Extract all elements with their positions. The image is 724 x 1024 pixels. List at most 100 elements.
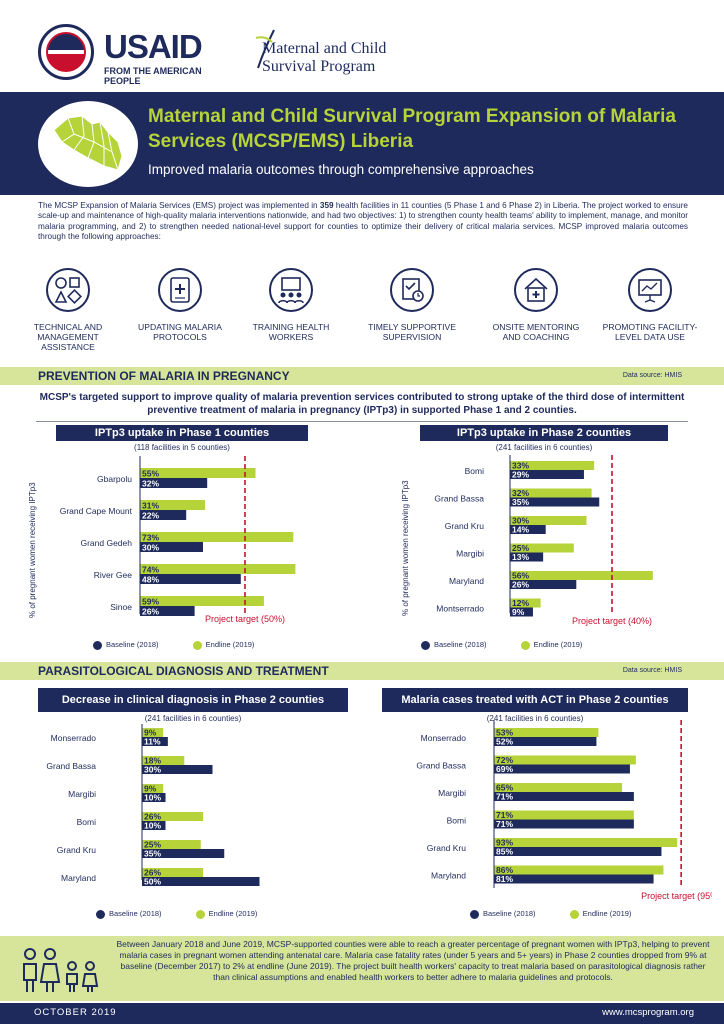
bar-endline — [494, 865, 664, 875]
approach-supervision: TIMELY SUPPORTIVE SUPERVISION — [362, 268, 462, 342]
bar-baseline — [494, 819, 634, 829]
bar-label-baseline: 85% — [496, 847, 513, 857]
bar-label-endline: 72% — [496, 755, 513, 765]
bar-baseline — [140, 478, 208, 488]
bar-label-endline: 53% — [496, 728, 513, 738]
chart2-ylabel: % of pregnant women receiving IPTp3 — [401, 480, 410, 616]
bar-label-endline: 65% — [496, 783, 513, 793]
bar-endline — [510, 488, 592, 498]
chart2-title: IPTp3 uptake in Phase 2 counties — [420, 425, 668, 441]
bar-label-endline: 26% — [144, 812, 161, 822]
bar-baseline — [510, 470, 584, 479]
category-label: Maryland — [61, 873, 96, 883]
bar-endline — [142, 784, 164, 793]
category-label: Sinoe — [110, 602, 132, 612]
liberia-map-icon — [38, 101, 138, 187]
bar-baseline — [510, 525, 546, 534]
mcsp-name-line1: Maternal and Child — [262, 40, 387, 57]
category-label: Maryland — [449, 576, 484, 586]
bar-label-baseline: 32% — [142, 479, 159, 489]
chart3-title: Decrease in clinical diagnosis in Phase … — [38, 688, 348, 712]
category-label: Grand Kru — [57, 845, 96, 855]
bar-baseline — [142, 849, 225, 858]
bar-endline — [140, 596, 264, 606]
bar-baseline — [510, 580, 577, 589]
bar-endline — [142, 756, 185, 765]
bar-baseline — [494, 792, 634, 801]
summary-box — [0, 936, 724, 1001]
category-label: Bomi — [465, 466, 484, 476]
section-header-diagnosis: PARASITOLOGICAL DIAGNOSIS AND TREATMENT … — [0, 662, 724, 680]
chart4-act-treatment: Monserrado 53%52% Grand Bassa 72%69% Margibi… — [416, 720, 712, 901]
data-source: Data source: HMIS — [622, 372, 682, 379]
bar-label-endline: 32% — [512, 488, 529, 498]
bar-baseline — [142, 877, 260, 886]
legend-endline: Endline (2019) — [195, 909, 257, 919]
bar-label-endline: 71% — [496, 810, 513, 820]
bar-label-baseline: 69% — [496, 764, 513, 774]
approach-updating-protocols: UPDATING MALARIA PROTOCOLS — [130, 268, 230, 342]
bar-label-baseline: 30% — [142, 543, 159, 553]
category-label: River Gee — [94, 570, 133, 580]
bar-endline — [494, 838, 678, 847]
page-title: Maternal and Child Survival Program Expa… — [148, 106, 676, 152]
legend-endline-label: Endline (2019) — [582, 909, 632, 918]
bar-label-baseline: 26% — [142, 607, 159, 617]
bar-label-baseline: 10% — [144, 821, 161, 831]
bar-baseline — [142, 737, 168, 746]
checklist-icon — [390, 268, 434, 312]
bar-endline — [140, 532, 294, 542]
chart4-title: Malaria cases treated with ACT in Phase … — [382, 688, 688, 712]
legend-baseline-dot — [421, 640, 430, 650]
bar-label-endline: 25% — [512, 543, 529, 553]
bar-baseline — [142, 793, 166, 802]
bar-label-baseline: 22% — [142, 511, 159, 521]
approach-technical-assistance: TECHNICAL AND MANAGEMENT ASSISTANCE — [18, 268, 118, 352]
chart3-legend: Baseline (2018) Endline (2019) — [96, 909, 289, 919]
bar-label-endline: 74% — [142, 565, 159, 575]
bar-baseline — [140, 510, 187, 520]
bar-endline — [494, 810, 634, 820]
bar-baseline — [140, 606, 195, 616]
chart1-subtitle: (118 facilities in 5 counties) — [134, 443, 230, 452]
bar-baseline — [494, 847, 662, 856]
approach-label: ONSITE MENTORING AND COACHING — [492, 322, 580, 342]
website-link[interactable]: www.mcsprogram.org — [602, 1007, 694, 1018]
bar-label-baseline: 26% — [512, 580, 529, 590]
bar-endline — [142, 840, 201, 849]
legend-baseline-label: Baseline (2018) — [106, 640, 159, 649]
category-label: Grand Kru — [445, 521, 484, 531]
bar-label-endline: 93% — [496, 838, 513, 848]
chart4-legend: Baseline (2018) Endline (2019) — [470, 909, 663, 919]
category-label: Montserrado — [436, 604, 484, 614]
bar-label-baseline: 35% — [512, 497, 529, 507]
bar-baseline — [510, 497, 600, 507]
target-label: Project target (50%) — [205, 614, 285, 624]
bar-label-baseline: 50% — [144, 877, 161, 887]
legend-endline-dot — [520, 640, 530, 650]
data-source: Data source: HMIS — [622, 667, 682, 674]
category-label: Margibi — [456, 549, 484, 559]
bar-baseline — [142, 765, 213, 774]
category-label: Monserrado — [421, 733, 467, 743]
bar-baseline — [142, 821, 166, 830]
legend-baseline: Baseline (2018) — [96, 909, 162, 919]
intro-paragraph: The MCSP Expansion of Malaria Services (… — [38, 201, 688, 243]
category-label: Monserrado — [51, 733, 97, 743]
bar-label-endline: 73% — [142, 533, 159, 543]
category-label: Grand Bassa — [416, 761, 466, 771]
legend-endline-label: Endline (2019) — [205, 640, 255, 649]
usaid-logo: USAID FROM THE AMERICAN PEOPLE — [38, 24, 228, 86]
bar-label-endline: 25% — [144, 840, 161, 850]
bar-label-endline: 18% — [144, 756, 161, 766]
chart4-subtitle: (241 facilities in 6 counties) — [486, 714, 584, 723]
approach-training: TRAINING HEALTH WORKERS — [241, 268, 341, 342]
legend-baseline-label: Baseline (2018) — [434, 640, 487, 649]
bar-label-baseline: 52% — [496, 737, 513, 747]
bar-baseline — [140, 542, 203, 552]
bar-endline — [140, 564, 296, 574]
bar-baseline — [494, 737, 597, 746]
bar-endline — [140, 500, 206, 510]
